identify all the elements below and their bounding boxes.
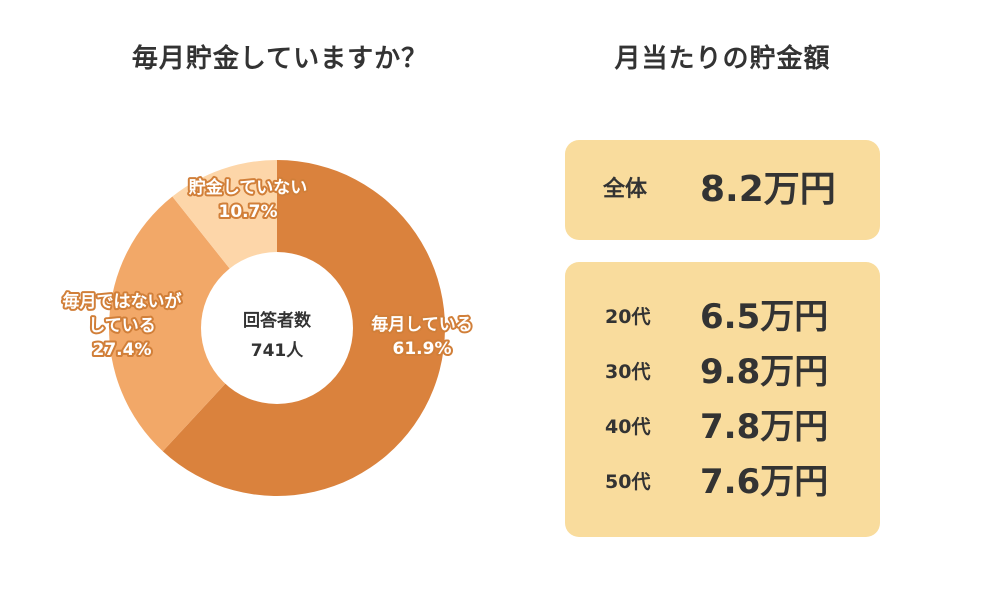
age-value: 6.5万円 xyxy=(700,297,829,337)
slice-label-line: 61.9% xyxy=(393,339,452,359)
age-row-20s: 20代 6.5万円 xyxy=(565,292,880,342)
center-value: 741人 xyxy=(251,341,304,361)
age-value: 7.6万円 xyxy=(700,462,829,502)
slice-label-line: 10.7% xyxy=(219,202,278,222)
slice-label-line: している xyxy=(88,316,156,336)
age-row-40s: 40代 7.8万円 xyxy=(565,402,880,452)
age-label: 40代 xyxy=(605,416,651,438)
age-value: 9.8万円 xyxy=(700,352,829,392)
slice-label-monthly: 毎月している 61.9% xyxy=(371,314,473,359)
slice-label-none: 貯金していない 10.7% xyxy=(189,177,308,222)
age-row-50s: 50代 7.6万円 xyxy=(565,457,880,507)
age-savings-box: 20代 6.5万円 30代 9.8万円 40代 7.8万円 50代 7.6万円 xyxy=(565,262,880,537)
slice-label-line: 27.4% xyxy=(93,340,152,360)
overall-row: 全体 8.2万円 xyxy=(565,165,880,215)
age-label: 30代 xyxy=(605,361,651,383)
overall-savings-box: 全体 8.2万円 xyxy=(565,140,880,240)
slice-labels: 毎月している 61.9% 毎月ではないがしている 27.4% 貯金していない 10.7% xyxy=(61,175,475,362)
age-label: 20代 xyxy=(605,306,651,328)
savings-title: 月当たりの貯金額 xyxy=(614,44,831,74)
slice-label-not-monthly: 毎月ではないがしている 27.4% xyxy=(63,291,182,360)
slice-label-line: 毎月ではないが xyxy=(63,291,182,312)
donut-hole xyxy=(201,252,353,404)
age-row-30s: 30代 9.8万円 xyxy=(565,347,880,397)
center-label: 回答者数 xyxy=(243,310,312,331)
donut-chart-title: 毎月貯金していますか？ xyxy=(131,44,429,74)
overall-value: 8.2万円 xyxy=(700,169,836,210)
slice-label-line: 毎月している xyxy=(371,314,473,335)
overall-label: 全体 xyxy=(603,177,648,202)
donut-chart: 回答者数 741人 毎月している 61.9% 毎月ではないがしている 27.4% 貯金し… xyxy=(61,160,475,496)
slice-label-line: 貯金していない xyxy=(189,177,308,198)
age-label: 50代 xyxy=(605,471,651,493)
age-value: 7.8万円 xyxy=(700,407,829,447)
slice-not-monthly xyxy=(108,196,277,452)
